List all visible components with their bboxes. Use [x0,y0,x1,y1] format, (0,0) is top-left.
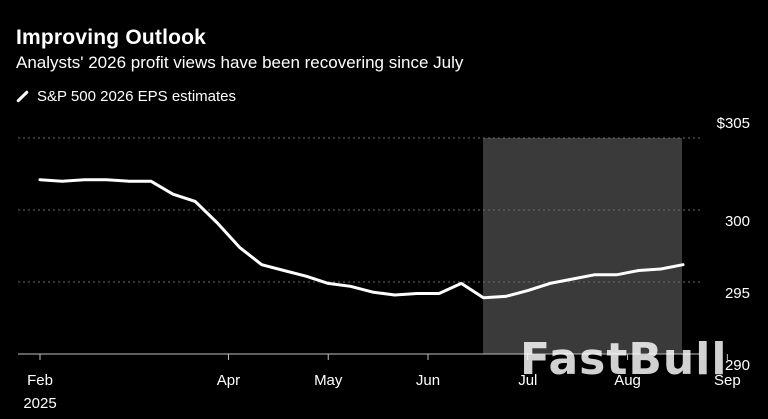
chart-subtitle: Analysts' 2026 profit views have been re… [16,53,464,72]
chart-title: Improving Outlook [16,26,207,49]
series-line [38,178,685,300]
highlight-band [483,138,682,354]
y-tick-label: 290 [725,357,750,374]
x-tick-label: Jun [416,372,440,389]
legend-label: S&P 500 2026 EPS estimates [37,88,237,105]
x-tick-label: Jul [518,372,537,389]
x-tick-label: May [314,372,343,389]
x-tick-label: Aug [614,372,641,389]
x-tick-label: Feb [27,372,53,389]
y-tick-label: 300 [725,213,750,230]
x-tick-label: Sep [714,372,741,389]
y-tick-label: $305 [717,115,750,132]
legend: S&P 500 2026 EPS estimates [16,88,236,105]
y-tick-label: 295 [725,285,750,302]
x-tick-label: Apr [217,372,240,389]
x-tick-sublabel: 2025 [23,395,56,412]
watermark-logo: FastBull [520,334,728,385]
